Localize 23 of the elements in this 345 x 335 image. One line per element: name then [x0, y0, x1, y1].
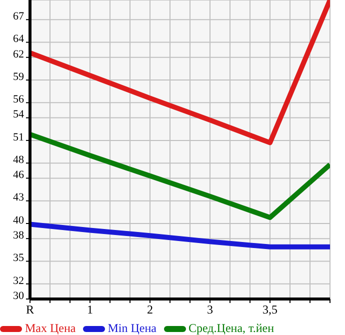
y-tick-label: 32 [13, 274, 24, 287]
y-tick-label: 48 [13, 154, 24, 166]
y-tick-label: 62 [13, 48, 24, 60]
y-tick-label: 54 [13, 108, 24, 121]
x-tick-label: 3 [207, 302, 213, 317]
y-tick-label: 51 [13, 131, 24, 144]
y-tick-label: 40 [13, 214, 24, 226]
x-tick-label: R [26, 302, 34, 317]
x-tick-label: 2 [147, 302, 153, 317]
y-tick-label: 43 [13, 192, 24, 204]
y-tick-label: 67 [13, 10, 24, 23]
legend-label: Сред.Цена, т.йен [188, 321, 274, 335]
x-tick-label: 1 [87, 302, 93, 317]
y-tick-label: 35 [13, 252, 24, 264]
legend-label: Min Цена [108, 321, 156, 335]
y-tick-label: 38 [13, 230, 24, 242]
x-tick-label: 3,5 [262, 302, 278, 317]
y-tick-label: 64 [13, 33, 24, 46]
y-tick-label: 46 [13, 169, 24, 182]
y-tick-label: 56 [13, 94, 24, 106]
legend-label: Max Цена [25, 321, 76, 335]
y-tick-label: 30 [13, 290, 24, 302]
y-tick-label: 59 [13, 70, 24, 83]
